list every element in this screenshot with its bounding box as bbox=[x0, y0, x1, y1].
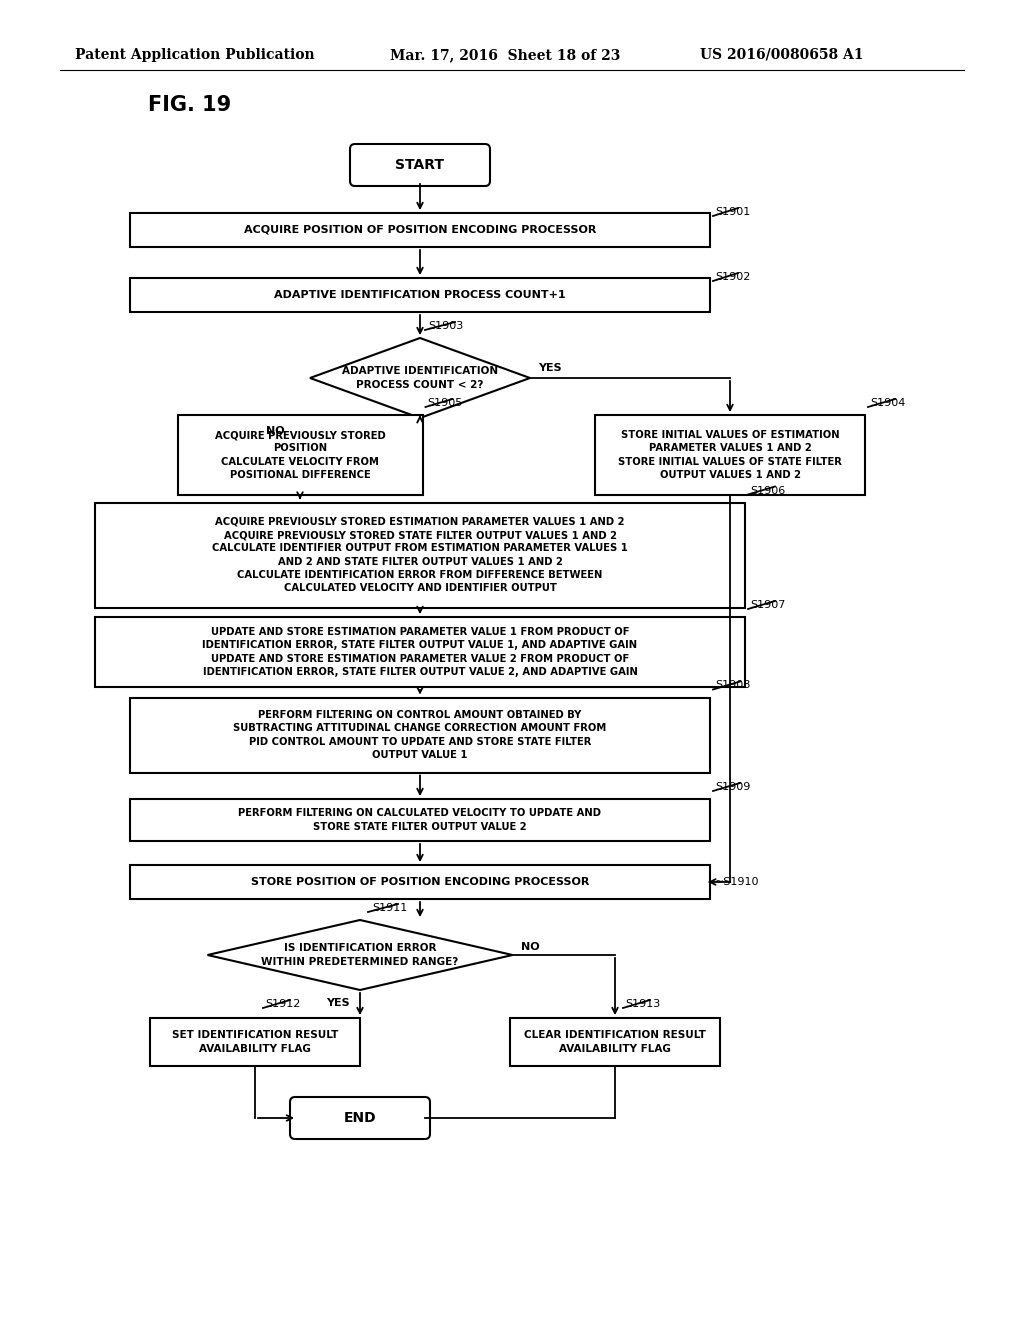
Text: S1906: S1906 bbox=[750, 486, 785, 495]
Text: SET IDENTIFICATION RESULT
AVAILABILITY FLAG: SET IDENTIFICATION RESULT AVAILABILITY F… bbox=[172, 1031, 338, 1053]
Text: ACQUIRE PREVIOUSLY STORED
POSITION
CALCULATE VELOCITY FROM
POSITIONAL DIFFERENCE: ACQUIRE PREVIOUSLY STORED POSITION CALCU… bbox=[215, 430, 385, 479]
Text: S1901: S1901 bbox=[715, 207, 751, 216]
Bar bbox=[150, 1018, 360, 1067]
Bar bbox=[95, 503, 745, 607]
Text: START: START bbox=[395, 158, 444, 172]
Text: S1907: S1907 bbox=[750, 601, 785, 610]
Text: STORE POSITION OF POSITION ENCODING PROCESSOR: STORE POSITION OF POSITION ENCODING PROC… bbox=[251, 876, 589, 887]
FancyBboxPatch shape bbox=[350, 144, 490, 186]
Text: ACQUIRE PREVIOUSLY STORED ESTIMATION PARAMETER VALUES 1 AND 2
ACQUIRE PREVIOUSLY: ACQUIRE PREVIOUSLY STORED ESTIMATION PAR… bbox=[212, 517, 628, 593]
Polygon shape bbox=[310, 338, 530, 418]
FancyBboxPatch shape bbox=[290, 1097, 430, 1139]
Bar bbox=[95, 616, 745, 686]
Text: YES: YES bbox=[538, 363, 561, 374]
Text: YES: YES bbox=[327, 998, 350, 1008]
Text: ACQUIRE POSITION OF POSITION ENCODING PROCESSOR: ACQUIRE POSITION OF POSITION ENCODING PR… bbox=[244, 224, 596, 235]
Text: ADAPTIVE IDENTIFICATION
PROCESS COUNT < 2?: ADAPTIVE IDENTIFICATION PROCESS COUNT < … bbox=[342, 367, 498, 389]
Text: IS IDENTIFICATION ERROR
WITHIN PREDETERMINED RANGE?: IS IDENTIFICATION ERROR WITHIN PREDETERM… bbox=[261, 944, 459, 966]
Bar bbox=[130, 865, 710, 899]
Bar bbox=[130, 279, 710, 312]
Text: S1904: S1904 bbox=[870, 399, 905, 408]
Text: S1902: S1902 bbox=[715, 272, 751, 282]
Text: Patent Application Publication: Patent Application Publication bbox=[75, 48, 314, 62]
Text: S1911: S1911 bbox=[372, 903, 408, 913]
Text: END: END bbox=[344, 1111, 376, 1125]
Text: ~S1910: ~S1910 bbox=[715, 876, 760, 887]
Bar bbox=[510, 1018, 720, 1067]
Text: Mar. 17, 2016  Sheet 18 of 23: Mar. 17, 2016 Sheet 18 of 23 bbox=[390, 48, 621, 62]
Bar bbox=[130, 799, 710, 841]
Text: PERFORM FILTERING ON CONTROL AMOUNT OBTAINED BY
SUBTRACTING ATTITUDINAL CHANGE C: PERFORM FILTERING ON CONTROL AMOUNT OBTA… bbox=[233, 710, 606, 760]
Bar bbox=[130, 213, 710, 247]
Text: NO: NO bbox=[520, 942, 539, 952]
Text: US 2016/0080658 A1: US 2016/0080658 A1 bbox=[700, 48, 863, 62]
Text: UPDATE AND STORE ESTIMATION PARAMETER VALUE 1 FROM PRODUCT OF
IDENTIFICATION ERR: UPDATE AND STORE ESTIMATION PARAMETER VA… bbox=[203, 627, 638, 677]
Bar bbox=[130, 697, 710, 772]
Text: FIG. 19: FIG. 19 bbox=[148, 95, 231, 115]
Text: S1913: S1913 bbox=[625, 999, 660, 1008]
Text: CLEAR IDENTIFICATION RESULT
AVAILABILITY FLAG: CLEAR IDENTIFICATION RESULT AVAILABILITY… bbox=[524, 1031, 706, 1053]
Text: S1909: S1909 bbox=[715, 781, 751, 792]
Polygon shape bbox=[208, 920, 512, 990]
Text: S1903: S1903 bbox=[428, 321, 463, 331]
Text: S1908: S1908 bbox=[715, 681, 751, 690]
Text: NO: NO bbox=[265, 426, 285, 436]
Text: ADAPTIVE IDENTIFICATION PROCESS COUNT+1: ADAPTIVE IDENTIFICATION PROCESS COUNT+1 bbox=[274, 290, 566, 300]
Text: S1912: S1912 bbox=[265, 999, 300, 1008]
Text: STORE INITIAL VALUES OF ESTIMATION
PARAMETER VALUES 1 AND 2
STORE INITIAL VALUES: STORE INITIAL VALUES OF ESTIMATION PARAM… bbox=[618, 430, 842, 479]
Bar bbox=[177, 414, 423, 495]
Text: PERFORM FILTERING ON CALCULATED VELOCITY TO UPDATE AND
STORE STATE FILTER OUTPUT: PERFORM FILTERING ON CALCULATED VELOCITY… bbox=[239, 808, 601, 832]
Bar bbox=[595, 414, 865, 495]
Text: S1905: S1905 bbox=[427, 399, 463, 408]
